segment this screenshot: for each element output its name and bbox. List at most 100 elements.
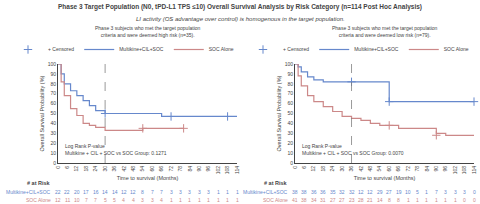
svg-text:90: 90	[196, 166, 202, 172]
svg-text:1: 1	[217, 197, 220, 203]
svg-text:30: 30	[287, 130, 293, 136]
svg-text:12: 12	[358, 189, 364, 195]
svg-text:1: 1	[217, 189, 220, 195]
svg-text:3: 3	[444, 189, 447, 195]
svg-text:102: 102	[452, 166, 458, 175]
svg-text:20: 20	[50, 140, 56, 146]
svg-text:Phase 3 subjects who met the t: Phase 3 subjects who met the target popu…	[332, 25, 438, 38]
svg-text:7: 7	[94, 197, 97, 203]
svg-text:18: 18	[83, 166, 89, 172]
svg-text:12: 12	[121, 189, 127, 195]
svg-text:34: 34	[311, 197, 317, 203]
svg-text:3: 3	[141, 197, 144, 203]
svg-text:72: 72	[405, 166, 411, 172]
svg-text:1: 1	[416, 197, 419, 203]
svg-text:1: 1	[236, 197, 239, 203]
svg-text:50: 50	[287, 110, 293, 116]
svg-text:48: 48	[367, 166, 373, 172]
svg-text:40: 40	[50, 120, 56, 126]
svg-text:SOC Alone: SOC Alone	[263, 197, 288, 203]
svg-text:0: 0	[473, 197, 476, 203]
svg-text:8: 8	[397, 197, 400, 203]
svg-text:0: 0	[55, 166, 61, 169]
svg-text:14: 14	[377, 197, 383, 203]
svg-text:1: 1	[407, 197, 410, 203]
svg-text:22: 22	[64, 189, 70, 195]
svg-text:3: 3	[170, 189, 173, 195]
svg-text:Phase 3 subjects who met the t: Phase 3 subjects who met the target popu…	[95, 25, 201, 38]
svg-text:3: 3	[151, 197, 154, 203]
svg-text:42: 42	[358, 166, 364, 172]
svg-text:0: 0	[463, 197, 466, 203]
svg-text:48: 48	[130, 166, 136, 172]
svg-text:+ Censored: + Censored	[48, 46, 74, 52]
svg-text:14: 14	[112, 189, 118, 195]
svg-text:84: 84	[187, 166, 193, 172]
svg-text:12: 12	[130, 189, 136, 195]
svg-text:SOC Alone: SOC Alone	[444, 46, 469, 52]
svg-text:Phase 3 Target Population (N0,: Phase 3 Target Population (N0, tPD-L1 TP…	[58, 3, 422, 11]
svg-text:Log Rank P-valueMultikine + CI: Log Rank P-valueMultikine + CIL + SOC vs…	[302, 143, 404, 156]
svg-text:70: 70	[287, 90, 293, 96]
svg-text:54: 54	[376, 166, 382, 172]
svg-text:12: 12	[310, 166, 316, 172]
svg-text:7: 7	[160, 189, 163, 195]
svg-text:10: 10	[50, 150, 56, 156]
svg-text:1: 1	[435, 197, 438, 203]
svg-text:Multikine+CIL+SOC: Multikine+CIL+SOC	[119, 46, 164, 52]
svg-text:27: 27	[330, 197, 336, 203]
svg-text:41: 41	[292, 197, 298, 203]
svg-text:36: 36	[111, 166, 117, 172]
svg-text:1: 1	[198, 197, 201, 203]
svg-text:+ Censored: + Censored	[283, 46, 309, 52]
svg-text:10: 10	[405, 189, 411, 195]
svg-text:8: 8	[388, 197, 391, 203]
svg-text:7: 7	[85, 197, 88, 203]
svg-text:60: 60	[287, 100, 293, 106]
svg-text:1: 1	[454, 197, 457, 203]
svg-text:19: 19	[396, 189, 402, 195]
svg-text:24: 24	[92, 166, 98, 172]
svg-text:1: 1	[425, 189, 428, 195]
svg-text:10: 10	[287, 150, 293, 156]
svg-text:4: 4	[122, 197, 125, 203]
svg-text:LI activity (OS advantage over: LI activity (OS advantage over control) …	[136, 16, 345, 22]
svg-text:3: 3	[207, 189, 210, 195]
svg-text:SOC Alone: SOC Alone	[26, 197, 51, 203]
svg-text:Multikine+CIL+SOC: Multikine+CIL+SOC	[6, 189, 51, 195]
svg-text:50: 50	[50, 110, 56, 116]
svg-text:6: 6	[301, 166, 307, 169]
svg-text:30: 30	[102, 166, 108, 172]
svg-text:27: 27	[339, 197, 345, 203]
svg-text:4: 4	[160, 197, 163, 203]
svg-text:32: 32	[349, 189, 355, 195]
svg-text:5: 5	[416, 189, 419, 195]
svg-text:38: 38	[292, 189, 298, 195]
svg-text:60: 60	[149, 166, 155, 172]
svg-text:1: 1	[188, 197, 191, 203]
svg-text:7: 7	[151, 189, 154, 195]
svg-text:78: 78	[414, 166, 420, 172]
svg-text:22: 22	[55, 189, 61, 195]
svg-text:3: 3	[188, 189, 191, 195]
svg-text:24: 24	[329, 166, 335, 172]
svg-text:36: 36	[348, 166, 354, 172]
svg-text:Time to survival (Months): Time to survival (Months)	[117, 175, 179, 181]
svg-text:10: 10	[74, 197, 80, 203]
svg-text:20: 20	[287, 140, 293, 146]
svg-text:1: 1	[226, 197, 229, 203]
svg-text:18: 18	[320, 166, 326, 172]
svg-text:84: 84	[424, 166, 430, 172]
svg-text:36: 36	[320, 189, 326, 195]
svg-text:12: 12	[73, 166, 79, 172]
svg-text:3: 3	[198, 189, 201, 195]
svg-text:66: 66	[395, 166, 401, 172]
svg-text:80: 80	[287, 81, 293, 87]
svg-text:11: 11	[65, 197, 70, 203]
svg-text:100: 100	[285, 61, 294, 67]
svg-text:1: 1	[170, 197, 173, 203]
svg-text:66: 66	[158, 166, 164, 172]
svg-text:17: 17	[83, 189, 89, 195]
svg-text:0: 0	[292, 166, 298, 169]
svg-text:# at Risk: # at Risk	[27, 180, 51, 186]
